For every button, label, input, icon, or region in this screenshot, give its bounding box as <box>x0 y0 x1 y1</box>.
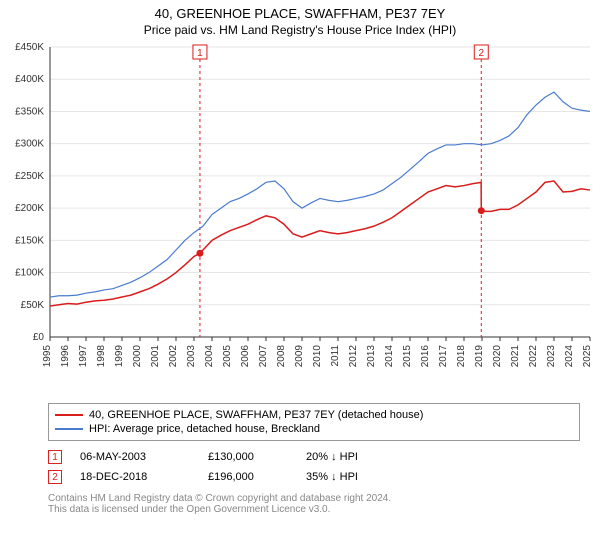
footer-line: Contains HM Land Registry data © Crown c… <box>48 493 580 504</box>
legend-label: HPI: Average price, detached house, Brec… <box>89 423 320 435</box>
svg-text:2016: 2016 <box>420 345 431 368</box>
page-title: 40, GREENHOE PLACE, SWAFFHAM, PE37 7EY <box>0 6 600 21</box>
svg-text:2: 2 <box>478 48 484 59</box>
footer: Contains HM Land Registry data © Crown c… <box>48 493 580 515</box>
svg-text:1997: 1997 <box>78 345 89 368</box>
sale-price: £196,000 <box>208 471 288 483</box>
sale-list: 1 06-MAY-2003 £130,000 20% ↓ HPI 2 18-DE… <box>48 447 580 487</box>
page-subtitle: Price paid vs. HM Land Registry's House … <box>0 23 600 37</box>
svg-text:£250K: £250K <box>15 171 44 182</box>
sale-date: 18-DEC-2018 <box>80 471 190 483</box>
svg-text:1995: 1995 <box>42 345 53 368</box>
legend-item: HPI: Average price, detached house, Brec… <box>55 422 573 436</box>
legend-item: 40, GREENHOE PLACE, SWAFFHAM, PE37 7EY (… <box>55 408 573 422</box>
svg-text:1999: 1999 <box>114 345 125 368</box>
svg-text:2025: 2025 <box>582 345 593 368</box>
svg-text:2022: 2022 <box>528 345 539 368</box>
svg-text:2011: 2011 <box>330 345 341 367</box>
footer-line: This data is licensed under the Open Gov… <box>48 504 580 515</box>
svg-text:£350K: £350K <box>15 106 44 117</box>
svg-text:2024: 2024 <box>564 345 575 368</box>
svg-text:2013: 2013 <box>366 345 377 368</box>
svg-text:2021: 2021 <box>510 345 521 368</box>
svg-text:£300K: £300K <box>15 139 44 150</box>
svg-text:2008: 2008 <box>276 345 287 368</box>
svg-text:£150K: £150K <box>15 235 44 246</box>
svg-text:2023: 2023 <box>546 345 557 368</box>
svg-text:2004: 2004 <box>204 345 215 368</box>
svg-text:£0: £0 <box>33 332 45 343</box>
legend-label: 40, GREENHOE PLACE, SWAFFHAM, PE37 7EY (… <box>89 409 423 421</box>
sale-marker-icon: 1 <box>48 450 62 464</box>
svg-text:2014: 2014 <box>384 345 395 368</box>
svg-text:2017: 2017 <box>438 345 449 368</box>
svg-text:2020: 2020 <box>492 345 503 368</box>
svg-text:2009: 2009 <box>294 345 305 368</box>
sale-diff: 20% ↓ HPI <box>306 451 358 463</box>
svg-text:2005: 2005 <box>222 345 233 368</box>
legend-swatch <box>55 428 83 430</box>
svg-text:£100K: £100K <box>15 268 44 279</box>
sale-diff: 35% ↓ HPI <box>306 471 358 483</box>
sale-date: 06-MAY-2003 <box>80 451 190 463</box>
sale-row: 1 06-MAY-2003 £130,000 20% ↓ HPI <box>48 447 580 467</box>
svg-text:£200K: £200K <box>15 203 44 214</box>
svg-text:2010: 2010 <box>312 345 323 368</box>
sale-price: £130,000 <box>208 451 288 463</box>
svg-text:2000: 2000 <box>132 345 143 368</box>
legend: 40, GREENHOE PLACE, SWAFFHAM, PE37 7EY (… <box>48 403 580 441</box>
svg-text:2015: 2015 <box>402 345 413 368</box>
sale-row: 2 18-DEC-2018 £196,000 35% ↓ HPI <box>48 467 580 487</box>
legend-swatch <box>55 414 83 416</box>
svg-text:£450K: £450K <box>15 42 44 53</box>
svg-text:2012: 2012 <box>348 345 359 368</box>
svg-text:1998: 1998 <box>96 345 107 368</box>
svg-text:2002: 2002 <box>168 345 179 368</box>
svg-text:2006: 2006 <box>240 345 251 368</box>
svg-text:1: 1 <box>197 48 203 59</box>
price-chart: £0 £50K £100K £150K £200K £250K £300K £350K £400… <box>0 37 600 397</box>
svg-text:£400K: £400K <box>15 74 44 85</box>
svg-text:£50K: £50K <box>21 300 45 311</box>
svg-text:2018: 2018 <box>456 345 467 368</box>
svg-text:2003: 2003 <box>186 345 197 368</box>
sale-marker-icon: 2 <box>48 470 62 484</box>
svg-text:2007: 2007 <box>258 345 269 368</box>
svg-text:2019: 2019 <box>474 345 485 368</box>
svg-text:2001: 2001 <box>150 345 161 368</box>
svg-text:1996: 1996 <box>60 345 71 368</box>
